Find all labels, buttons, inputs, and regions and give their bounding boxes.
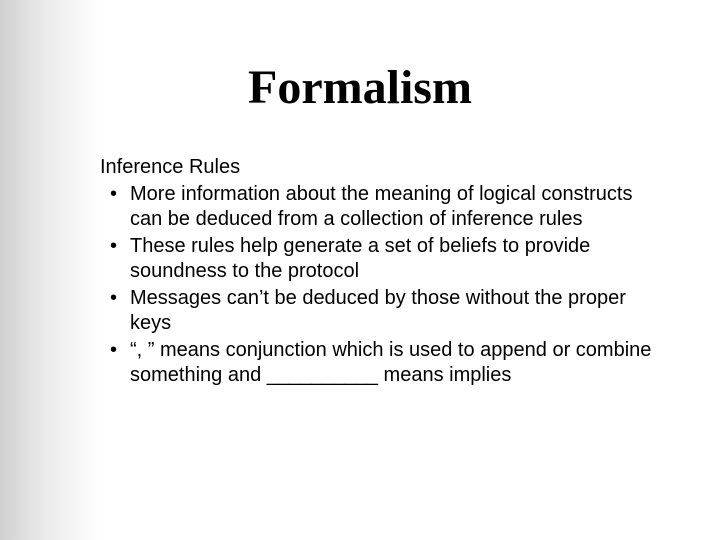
bullet-item: More information about the meaning of lo… (100, 182, 660, 232)
slide: Formalism Inference Rules More informati… (0, 0, 720, 540)
body-subtitle: Inference Rules (100, 155, 660, 180)
slide-body: Inference Rules More information about t… (100, 155, 660, 390)
bullet-item: These rules help generate a set of belie… (100, 234, 660, 284)
slide-title: Formalism (0, 60, 720, 115)
bullet-item: “, ” means conjunction which is used to … (100, 338, 660, 388)
bullet-list: More information about the meaning of lo… (100, 182, 660, 388)
bullet-item: Messages can’t be deduced by those witho… (100, 286, 660, 336)
